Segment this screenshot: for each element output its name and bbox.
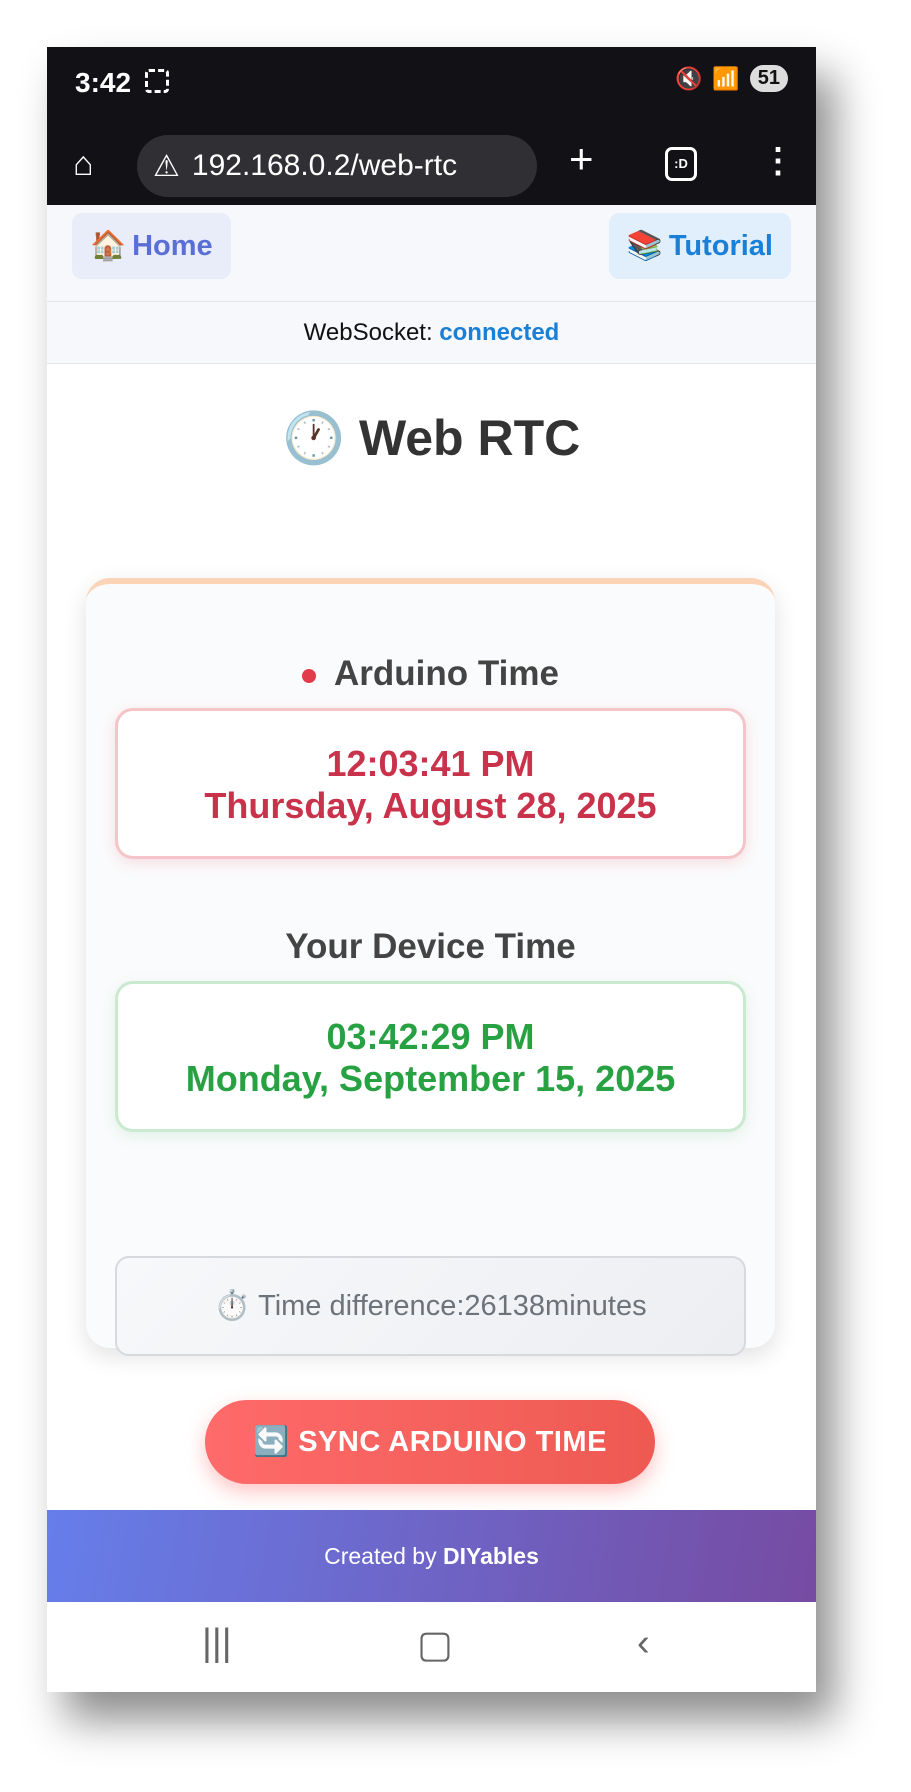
- time-difference: ⏱️ Time difference:26138minutes: [115, 1256, 746, 1356]
- stopwatch-icon: ⏱️: [214, 1290, 251, 1322]
- warning-icon: ⚠: [153, 149, 180, 183]
- websocket-status: WebSocket: connected: [47, 302, 816, 364]
- browser-toolbar: ⌂ ⚠ 192.168.0.2/web-rtc + :D ⋮: [47, 127, 816, 205]
- url-text: 192.168.0.2/web-rtc: [191, 149, 458, 182]
- difference-unit: minutes: [545, 1290, 647, 1322]
- back-icon[interactable]: ‹: [637, 1622, 650, 1664]
- difference-label: Time difference:: [258, 1290, 465, 1322]
- status-dot-icon: [302, 668, 317, 683]
- websocket-label: WebSocket:: [303, 319, 433, 346]
- device-date: Monday, September 15, 2025: [185, 1058, 676, 1099]
- websocket-state: connected: [439, 319, 560, 346]
- arduino-time: 12:03:41 PM: [326, 743, 535, 784]
- sync-arduino-time-button[interactable]: 🔄 SYNC ARDUINO TIME: [205, 1400, 655, 1484]
- home-button[interactable]: 🏠 Home: [72, 213, 231, 279]
- home-icon[interactable]: ⌂: [73, 145, 94, 183]
- mute-icon: 🔇: [674, 65, 703, 91]
- battery-indicator: 51: [749, 65, 788, 92]
- device-time-label: Your Device Time: [285, 927, 576, 966]
- page-title: 🕐 Web RTC: [47, 409, 816, 468]
- arduino-time-box: 12:03:41 PM Thursday, August 28, 2025: [115, 708, 746, 859]
- refresh-icon: 🔄: [253, 1426, 290, 1458]
- more-menu-icon[interactable]: ⋮: [761, 142, 795, 180]
- device-time-box: 03:42:29 PM Monday, September 15, 2025: [115, 981, 746, 1132]
- tutorial-label: Tutorial: [668, 229, 773, 262]
- tab-switcher-button[interactable]: :D: [665, 147, 697, 181]
- arduino-time-label: Arduino Time: [86, 654, 775, 694]
- system-nav-bar: ||| ▢ ‹: [47, 1602, 816, 1692]
- time-card: Arduino Time 12:03:41 PM Thursday, Augus…: [86, 578, 775, 1356]
- new-tab-button[interactable]: +: [569, 135, 594, 182]
- arduino-label-text: Arduino Time: [334, 654, 559, 693]
- arduino-date: Thursday, August 28, 2025: [204, 785, 657, 826]
- screenshot-icon: [145, 69, 169, 93]
- clock: 3:42: [75, 67, 132, 98]
- house-icon: 🏠: [90, 230, 127, 262]
- top-nav: 🏠 Home 📚 Tutorial: [47, 205, 816, 302]
- home-circle-icon[interactable]: ▢: [417, 1624, 453, 1666]
- address-bar[interactable]: ⚠ 192.168.0.2/web-rtc: [137, 135, 537, 197]
- sync-label: SYNC ARDUINO TIME: [298, 1426, 607, 1458]
- device-time: 03:42:29 PM: [326, 1016, 535, 1057]
- wifi-icon: 📶: [712, 65, 740, 91]
- difference-value: 26138: [464, 1290, 546, 1322]
- recent-apps-icon[interactable]: |||: [202, 1622, 232, 1664]
- tutorial-button[interactable]: 📚 Tutorial: [608, 213, 791, 279]
- status-bar: 3:42 🔇 📶 51: [47, 47, 816, 127]
- home-label: Home: [132, 229, 213, 262]
- footer-brand: DIYables: [443, 1543, 539, 1569]
- footer: Created by DIYables: [47, 1510, 816, 1602]
- phone-screen: 3:42 🔇 📶 51 ⌂ ⚠ 192.168.0.2/web-rtc + :D…: [47, 47, 816, 1692]
- books-icon: 📚: [626, 230, 663, 262]
- footer-prefix: Created by: [324, 1543, 437, 1569]
- page-title-text: Web RTC: [358, 410, 581, 466]
- clock-icon: 🕐: [282, 410, 346, 466]
